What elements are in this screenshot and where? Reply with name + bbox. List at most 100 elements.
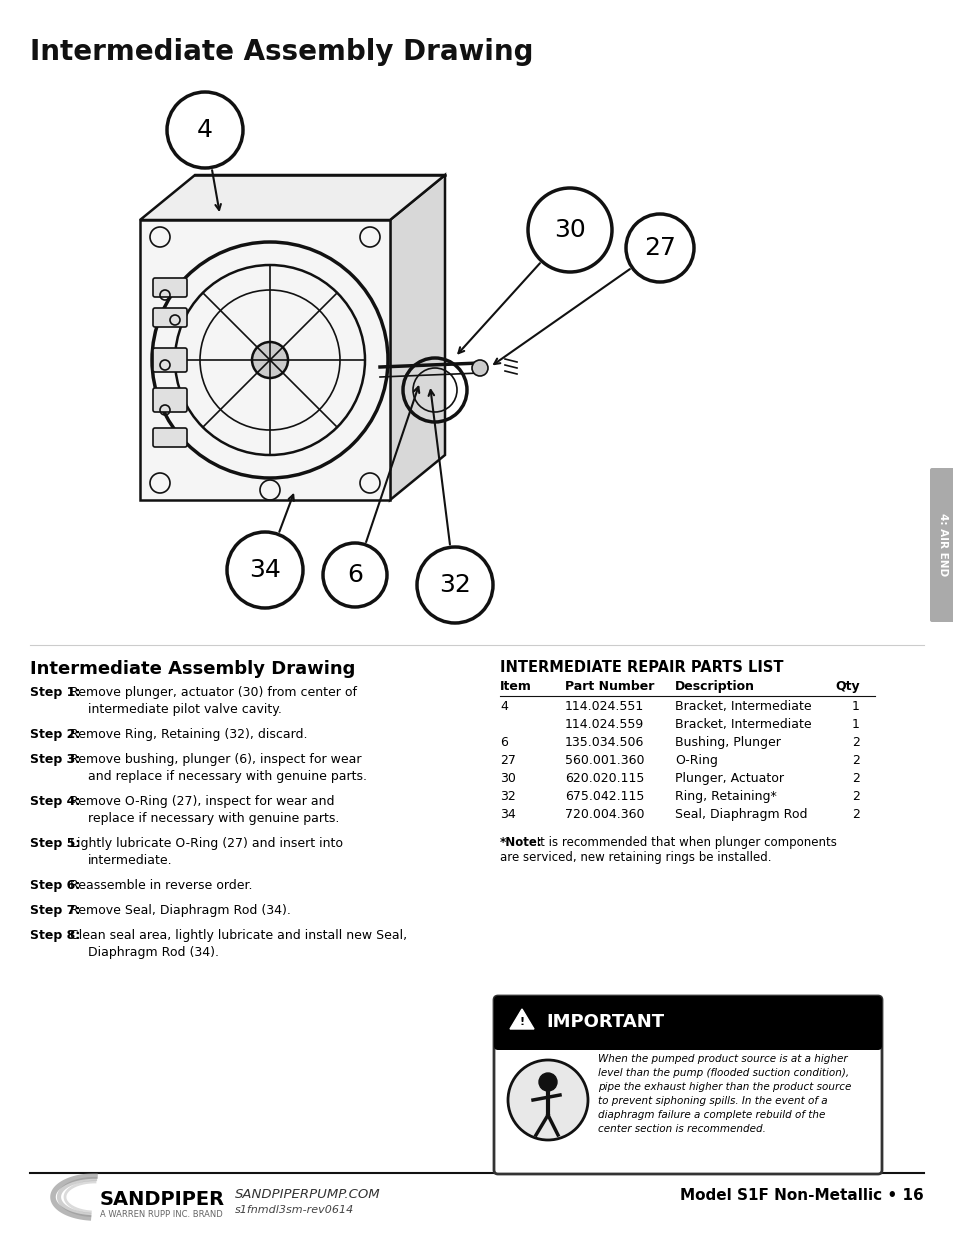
Text: Plunger, Actuator: Plunger, Actuator	[675, 772, 783, 785]
Text: Intermediate Assembly Drawing: Intermediate Assembly Drawing	[30, 38, 533, 65]
Text: 620.020.115: 620.020.115	[564, 772, 643, 785]
Text: IMPORTANT: IMPORTANT	[545, 1013, 663, 1031]
Text: 135.034.506: 135.034.506	[564, 736, 643, 748]
Text: INTERMEDIATE REPAIR PARTS LIST: INTERMEDIATE REPAIR PARTS LIST	[499, 659, 782, 676]
Text: 34: 34	[249, 558, 280, 582]
Text: 34: 34	[499, 808, 516, 821]
Text: O-Ring: O-Ring	[675, 755, 717, 767]
Text: It is recommended that when plunger components: It is recommended that when plunger comp…	[533, 836, 836, 848]
Text: replace if necessary with genuine parts.: replace if necessary with genuine parts.	[88, 811, 339, 825]
Text: center section is recommended.: center section is recommended.	[598, 1124, 765, 1134]
Text: 1: 1	[851, 718, 859, 731]
Text: Step 3:: Step 3:	[30, 753, 80, 766]
Text: !: !	[518, 1016, 524, 1028]
Text: 30: 30	[499, 772, 516, 785]
FancyBboxPatch shape	[497, 1021, 877, 1049]
Text: 720.004.360: 720.004.360	[564, 808, 644, 821]
Text: Step 5:: Step 5:	[30, 837, 80, 850]
Text: are serviced, new retaining rings be installed.: are serviced, new retaining rings be ins…	[499, 851, 771, 864]
Text: Qty: Qty	[835, 680, 859, 693]
Text: Lightly lubricate O-Ring (27) and insert into: Lightly lubricate O-Ring (27) and insert…	[67, 837, 343, 850]
Text: Diaphragm Rod (34).: Diaphragm Rod (34).	[88, 946, 219, 960]
Text: Reassemble in reverse order.: Reassemble in reverse order.	[67, 879, 253, 892]
Polygon shape	[140, 220, 390, 500]
Text: Part Number: Part Number	[564, 680, 654, 693]
Text: 114.024.551: 114.024.551	[564, 700, 643, 713]
Text: 4: 4	[196, 119, 213, 142]
FancyBboxPatch shape	[152, 388, 187, 412]
Text: Model S1F Non-Metallic • 16: Model S1F Non-Metallic • 16	[679, 1188, 923, 1203]
Circle shape	[625, 214, 693, 282]
Text: Intermediate Assembly Drawing: Intermediate Assembly Drawing	[30, 659, 355, 678]
Text: Bushing, Plunger: Bushing, Plunger	[675, 736, 781, 748]
FancyBboxPatch shape	[152, 348, 187, 372]
Text: A WARREN RUPP INC. BRAND: A WARREN RUPP INC. BRAND	[100, 1210, 222, 1219]
Text: 27: 27	[643, 236, 676, 261]
Text: SANDPIPER: SANDPIPER	[100, 1191, 225, 1209]
Text: Bracket, Intermediate: Bracket, Intermediate	[675, 700, 811, 713]
Text: Step 4:: Step 4:	[30, 795, 80, 808]
Text: Remove Seal, Diaphragm Rod (34).: Remove Seal, Diaphragm Rod (34).	[67, 904, 291, 918]
Text: Remove bushing, plunger (6), inspect for wear: Remove bushing, plunger (6), inspect for…	[67, 753, 361, 766]
Circle shape	[416, 547, 493, 622]
Text: Item: Item	[499, 680, 532, 693]
Text: intermediate pilot valve cavity.: intermediate pilot valve cavity.	[88, 703, 281, 716]
Polygon shape	[510, 1009, 534, 1029]
Text: *Note:: *Note:	[499, 836, 542, 848]
Text: 675.042.115: 675.042.115	[564, 790, 643, 803]
Polygon shape	[390, 175, 444, 500]
Circle shape	[527, 188, 612, 272]
Text: Step 6:: Step 6:	[30, 879, 80, 892]
Circle shape	[507, 1060, 587, 1140]
FancyBboxPatch shape	[152, 429, 187, 447]
Text: Ring, Retaining*: Ring, Retaining*	[675, 790, 776, 803]
Text: and replace if necessary with genuine parts.: and replace if necessary with genuine pa…	[88, 769, 367, 783]
Text: 560.001.360: 560.001.360	[564, 755, 644, 767]
Text: 2: 2	[851, 808, 859, 821]
Text: 114.024.559: 114.024.559	[564, 718, 643, 731]
Text: SANDPIPERPUMP.COM: SANDPIPERPUMP.COM	[234, 1188, 380, 1200]
Text: Bracket, Intermediate: Bracket, Intermediate	[675, 718, 811, 731]
Text: Remove Ring, Retaining (32), discard.: Remove Ring, Retaining (32), discard.	[67, 727, 308, 741]
FancyBboxPatch shape	[929, 468, 953, 622]
Text: s1fnmdl3sm-rev0614: s1fnmdl3sm-rev0614	[234, 1205, 354, 1215]
Text: Remove plunger, actuator (30) from center of: Remove plunger, actuator (30) from cente…	[67, 685, 357, 699]
Text: 2: 2	[851, 772, 859, 785]
FancyBboxPatch shape	[494, 995, 882, 1174]
Text: 6: 6	[347, 563, 363, 587]
FancyBboxPatch shape	[152, 308, 187, 327]
Text: 32: 32	[438, 573, 471, 597]
Text: diaphragm failure a complete rebuild of the: diaphragm failure a complete rebuild of …	[598, 1110, 824, 1120]
Text: Step 2:: Step 2:	[30, 727, 80, 741]
Circle shape	[323, 543, 387, 606]
Text: Step 7:: Step 7:	[30, 904, 80, 918]
Circle shape	[472, 359, 488, 375]
Text: Step 1:: Step 1:	[30, 685, 80, 699]
Text: 2: 2	[851, 736, 859, 748]
Text: 1: 1	[851, 700, 859, 713]
Text: Remove O-Ring (27), inspect for wear and: Remove O-Ring (27), inspect for wear and	[67, 795, 335, 808]
Text: Step 8:: Step 8:	[30, 929, 80, 942]
Text: intermediate.: intermediate.	[88, 853, 172, 867]
Circle shape	[227, 532, 303, 608]
Circle shape	[538, 1073, 557, 1091]
Text: 27: 27	[499, 755, 516, 767]
Text: level than the pump (flooded suction condition),: level than the pump (flooded suction con…	[598, 1068, 848, 1078]
Text: When the pumped product source is at a higher: When the pumped product source is at a h…	[598, 1053, 846, 1065]
Text: pipe the exhaust higher than the product source: pipe the exhaust higher than the product…	[598, 1082, 850, 1092]
Polygon shape	[140, 175, 444, 220]
Text: 30: 30	[554, 219, 585, 242]
Text: 4: 4	[499, 700, 507, 713]
Text: Clean seal area, lightly lubricate and install new Seal,: Clean seal area, lightly lubricate and i…	[67, 929, 407, 942]
Text: 6: 6	[499, 736, 507, 748]
Text: 2: 2	[851, 790, 859, 803]
Circle shape	[252, 342, 288, 378]
Text: Description: Description	[675, 680, 754, 693]
FancyBboxPatch shape	[494, 995, 882, 1050]
Circle shape	[167, 91, 243, 168]
Text: Seal, Diaphragm Rod: Seal, Diaphragm Rod	[675, 808, 806, 821]
FancyBboxPatch shape	[152, 278, 187, 296]
Text: 2: 2	[851, 755, 859, 767]
Text: 32: 32	[499, 790, 516, 803]
Text: to prevent siphoning spills. In the event of a: to prevent siphoning spills. In the even…	[598, 1095, 827, 1107]
